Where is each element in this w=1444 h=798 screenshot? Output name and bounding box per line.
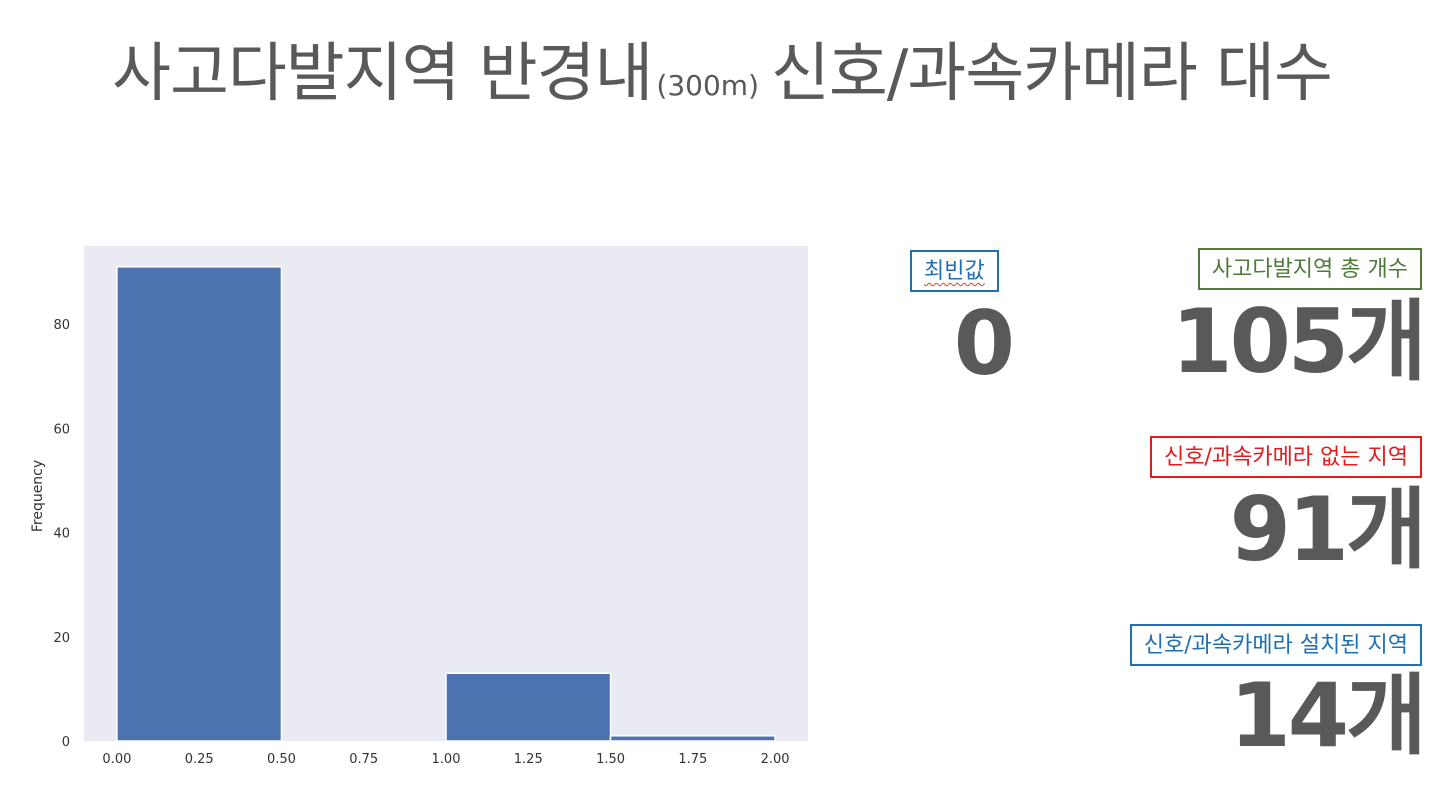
y-tick-label: 40 (53, 527, 70, 542)
x-tick-label: 1.75 (678, 752, 707, 767)
histogram-bar-2 (445, 672, 612, 742)
total-label-box: 사고다발지역 총 개수 (1197, 248, 1422, 290)
without-camera-label-box: 신호/과속카메라 없는 지역 (1149, 436, 1422, 478)
total-value: 105개 (1171, 290, 1427, 393)
page-title: 사고다발지역 반경내 (300m) 신호/과속카메라 대수 (0, 22, 1444, 114)
mode-label: 최빈값 (924, 259, 985, 284)
title-subscript: (300m) (656, 69, 759, 102)
x-tick-label: 0.25 (185, 752, 214, 767)
histogram-bar-0 (116, 266, 283, 742)
y-tick-label: 0 (62, 735, 70, 750)
total-label: 사고다발지역 총 개수 (1211, 257, 1408, 282)
x-tick-label: 0.00 (102, 752, 131, 767)
mode-label-box: 최빈값 (910, 250, 999, 292)
frequency-histogram: 0.00 0.25 0.50 0.75 1.00 1.25 1.50 1.75 2.00 0 20… (30, 246, 808, 767)
y-tick-label: 20 (53, 631, 70, 646)
x-tick-label: 1.25 (514, 752, 543, 767)
x-tick-label: 1.50 (596, 752, 625, 767)
x-tick-label: 0.50 (267, 752, 296, 767)
title-main-left: 사고다발지역 반경내 (112, 37, 653, 111)
y-axis-label: Frequency (30, 460, 46, 532)
mode-value: 0 (953, 292, 1015, 395)
y-tick-label: 80 (53, 318, 70, 333)
x-tick-label: 2.00 (761, 752, 790, 767)
y-tick-label: 60 (53, 422, 70, 437)
title-main-right: 신호/과속카메라 대수 (771, 37, 1333, 111)
x-tick-label: 1.00 (432, 752, 461, 767)
without-camera-label: 신호/과속카메라 없는 지역 (1163, 445, 1408, 470)
without-camera-value: 91개 (1229, 478, 1427, 581)
x-tick-label: 0.75 (349, 752, 378, 767)
histogram-bar-3 (609, 735, 776, 742)
with-camera-label-box: 신호/과속카메라 설치된 지역 (1129, 624, 1422, 666)
with-camera-label: 신호/과속카메라 설치된 지역 (1143, 633, 1408, 658)
with-camera-value: 14개 (1229, 664, 1427, 767)
